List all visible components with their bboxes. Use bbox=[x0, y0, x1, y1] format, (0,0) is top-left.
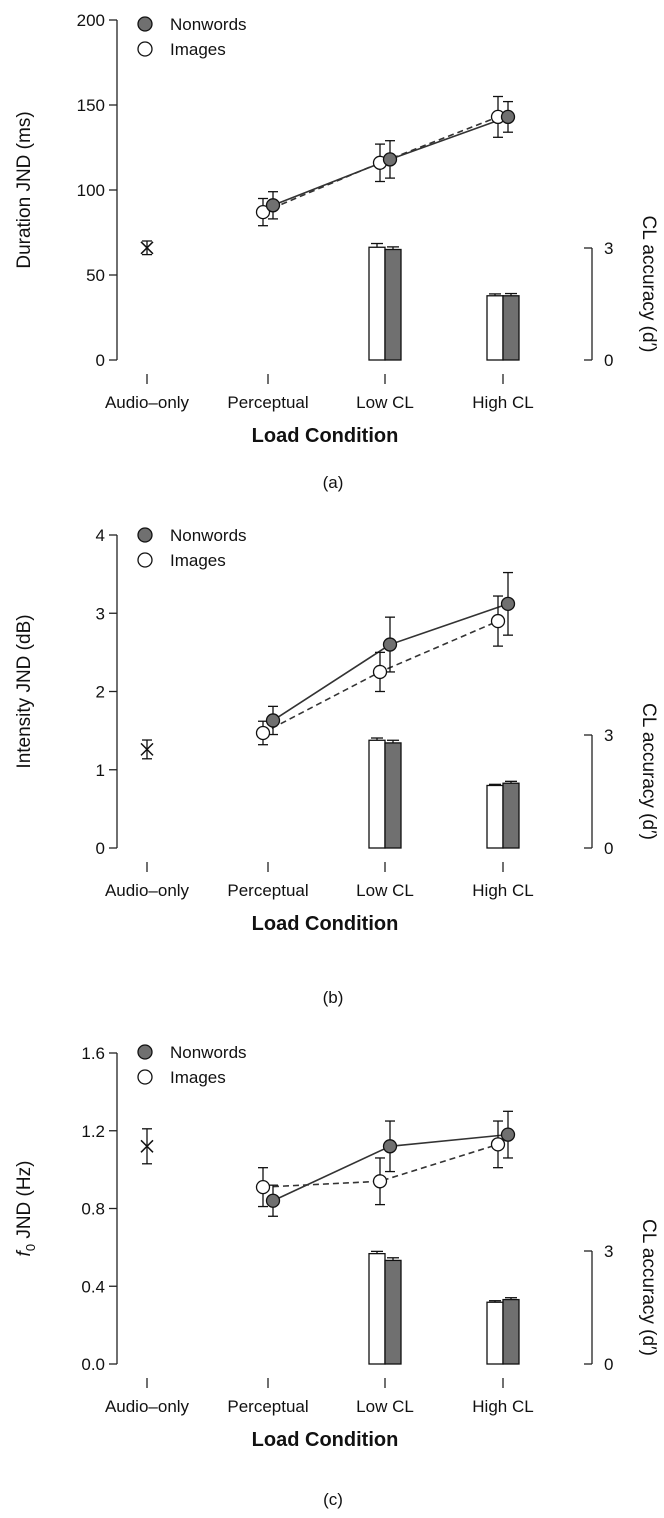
y-tick-label: 0 bbox=[96, 351, 105, 370]
legend-marker-images bbox=[137, 1069, 153, 1085]
y-tick-label: 1 bbox=[96, 761, 105, 780]
point-nonwords bbox=[265, 1193, 281, 1208]
y-axis-label-rest: JND (Hz) bbox=[14, 1161, 35, 1244]
accuracy-bar-images bbox=[368, 739, 386, 849]
point-nonwords bbox=[382, 1139, 398, 1154]
y-tick-label: 0.8 bbox=[81, 1200, 105, 1219]
point-nonwords bbox=[500, 1127, 516, 1142]
point-images bbox=[372, 664, 388, 680]
point-images bbox=[255, 725, 271, 741]
legend-label: Images bbox=[170, 551, 226, 570]
x-tick-label: High CL bbox=[472, 1397, 533, 1416]
x-tick-label: Low CL bbox=[356, 1397, 414, 1416]
legend-label: Nonwords bbox=[170, 15, 247, 34]
x-tick-label: High CL bbox=[472, 881, 533, 900]
point-nonwords bbox=[500, 109, 516, 125]
panel-caption: (b) bbox=[323, 988, 344, 1007]
x-axis-title: Load Condition bbox=[252, 913, 399, 935]
y2-tick-label: 3 bbox=[604, 239, 613, 258]
y-tick-label: 200 bbox=[77, 11, 105, 30]
panel-caption: (c) bbox=[323, 1490, 343, 1509]
y-tick-label: 1.6 bbox=[81, 1044, 105, 1063]
audio-only-marker bbox=[140, 1139, 154, 1153]
panel-caption: (a) bbox=[323, 473, 344, 492]
accuracy-bar-images bbox=[486, 784, 504, 849]
y2-tick-label: 3 bbox=[604, 726, 613, 745]
legend-label: Nonwords bbox=[170, 1043, 247, 1062]
y2-tick-label: 0 bbox=[604, 351, 613, 370]
accuracy-bar-images bbox=[486, 295, 504, 361]
audio-only-marker bbox=[140, 742, 154, 756]
legend-marker-images bbox=[137, 41, 153, 57]
accuracy-bar-nonwords bbox=[502, 295, 520, 361]
x-axis-title: Load Condition bbox=[252, 425, 399, 447]
point-images bbox=[255, 204, 271, 220]
y-axis-label: Intensity JND (dB) bbox=[14, 614, 35, 768]
y-tick-label: 0.4 bbox=[81, 1277, 105, 1296]
point-nonwords bbox=[265, 198, 281, 213]
accuracy-bar-nonwords bbox=[384, 248, 402, 361]
audio-only-marker bbox=[140, 241, 154, 255]
point-images bbox=[255, 1179, 271, 1195]
x-axis-title: Load Condition bbox=[252, 1429, 399, 1451]
y-tick-label: 150 bbox=[77, 96, 105, 115]
point-images bbox=[490, 1137, 506, 1152]
y2-axis-label: CL accuracy (d′) bbox=[638, 1219, 659, 1356]
point-nonwords bbox=[500, 596, 516, 612]
y2-axis-label: CL accuracy (d′) bbox=[638, 703, 659, 840]
legend-label: Images bbox=[170, 1068, 226, 1087]
point-nonwords bbox=[382, 152, 398, 167]
series-line-images bbox=[262, 116, 499, 213]
x-tick-label: Low CL bbox=[356, 881, 414, 900]
accuracy-bar-nonwords bbox=[384, 742, 402, 849]
y-axis-label: Duration JND (ms) bbox=[14, 111, 35, 268]
x-tick-label: Audio–only bbox=[105, 393, 190, 412]
accuracy-bar-images bbox=[368, 1252, 386, 1365]
x-tick-label: Audio–only bbox=[105, 881, 190, 900]
point-images bbox=[490, 613, 506, 629]
point-nonwords bbox=[382, 637, 398, 652]
accuracy-bar-nonwords bbox=[502, 782, 520, 849]
y2-tick-label: 0 bbox=[604, 839, 613, 858]
legend-marker-nonwords bbox=[137, 1044, 153, 1060]
accuracy-bar-images bbox=[486, 1301, 504, 1365]
x-tick-label: High CL bbox=[472, 393, 533, 412]
point-nonwords bbox=[265, 713, 281, 728]
panel-a: 0 50 100 150 200 Duration JND (ms) Audio–only P… bbox=[14, 11, 659, 492]
y-tick-label: 1.2 bbox=[81, 1122, 105, 1141]
point-images bbox=[372, 1174, 388, 1189]
x-tick-label: Perceptual bbox=[227, 393, 308, 412]
accuracy-bar-nonwords bbox=[502, 1298, 520, 1365]
y-tick-label: 100 bbox=[77, 181, 105, 200]
y-tick-label: 0.0 bbox=[81, 1355, 105, 1374]
x-tick-label: Low CL bbox=[356, 393, 414, 412]
legend-label: Images bbox=[170, 40, 226, 59]
legend-label: Nonwords bbox=[170, 526, 247, 545]
legend-marker-nonwords bbox=[137, 16, 153, 32]
x-tick-label: Perceptual bbox=[227, 1397, 308, 1416]
legend-marker-images bbox=[137, 552, 153, 568]
y-tick-label: 2 bbox=[96, 683, 105, 702]
panel-b: 0 1 2 3 4 Intensity JND (dB) Audio–only Percept… bbox=[14, 526, 659, 1007]
y-tick-label: 4 bbox=[96, 526, 105, 545]
y-tick-label: 0 bbox=[96, 839, 105, 858]
y2-axis-label: CL accuracy (d′) bbox=[638, 216, 659, 353]
accuracy-bar-images bbox=[368, 246, 386, 361]
y-tick-label: 3 bbox=[96, 604, 105, 623]
y2-tick-label: 0 bbox=[604, 1355, 613, 1374]
legend-marker-nonwords bbox=[137, 527, 153, 543]
x-tick-label: Audio–only bbox=[105, 1397, 190, 1416]
accuracy-bar-nonwords bbox=[384, 1259, 402, 1365]
y-tick-label: 50 bbox=[86, 266, 105, 285]
panel-c: 0.00.40.81.21.6f0 JND (Hz)Audio–only Perc… bbox=[14, 1043, 659, 1509]
y2-tick-label: 3 bbox=[604, 1242, 613, 1261]
y-axis-label: f0 JND (Hz) bbox=[14, 1161, 38, 1257]
y-axis-label-sub: 0 bbox=[23, 1244, 38, 1251]
y-axis-label-main: f bbox=[14, 1249, 35, 1256]
x-tick-label: Perceptual bbox=[227, 881, 308, 900]
